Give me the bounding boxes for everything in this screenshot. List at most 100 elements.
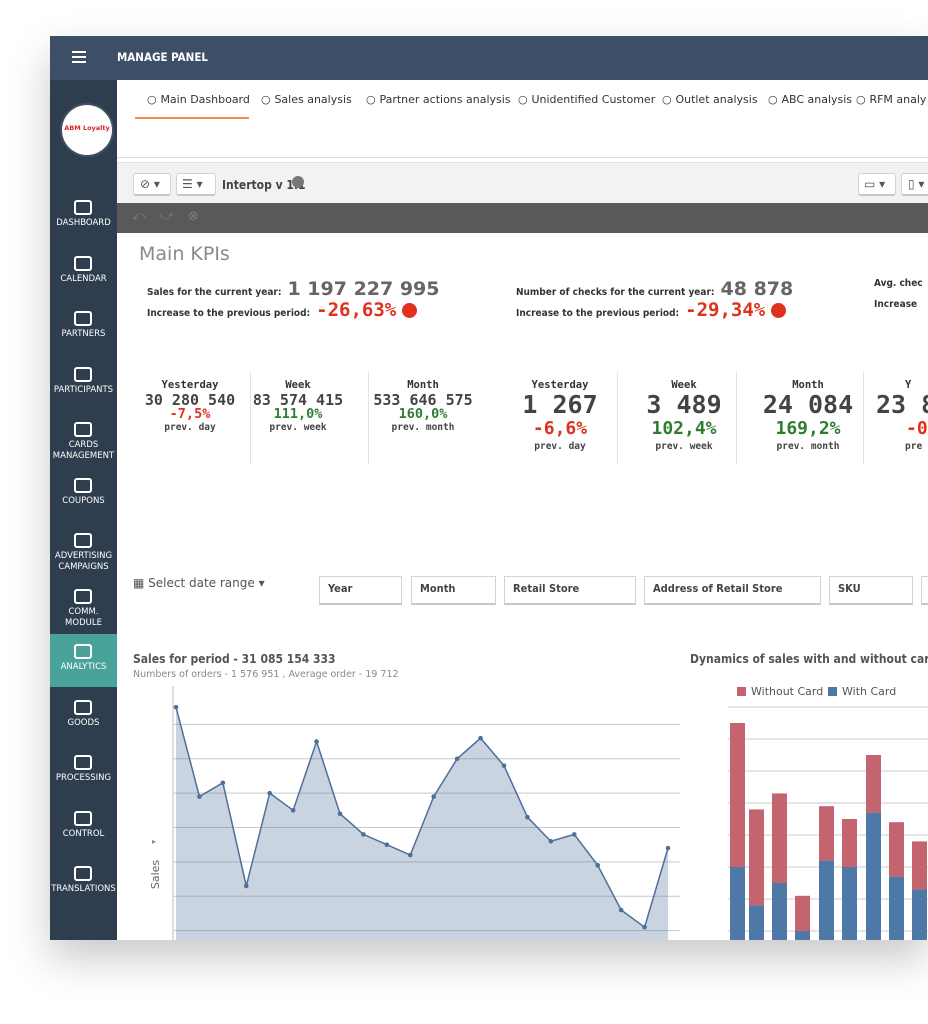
tab[interactable]: ○ Partner actions analysis	[366, 93, 511, 106]
point	[314, 739, 319, 744]
nav-icon: ⊘ ▾	[140, 177, 160, 191]
tab[interactable]: ○ Unidentified Customer	[518, 93, 655, 106]
nav-label[interactable]: CALENDAR	[50, 274, 117, 285]
app-window: MANAGE PANEL ABM Loyalty ⊘ ▾ ☰ ▾ Interto…	[50, 36, 928, 940]
logo-text: ABM Loyalty	[64, 124, 110, 132]
nav-icon	[74, 755, 92, 770]
bar-segment	[730, 723, 745, 867]
point	[174, 705, 179, 710]
nav-icon	[74, 422, 92, 437]
tab-underline	[135, 117, 249, 119]
nav-label[interactable]: DASHBOARD	[50, 218, 117, 229]
date-range-label: Select date range	[148, 576, 255, 590]
bar-segment	[772, 883, 787, 940]
kpi-change: -26,63%	[316, 299, 396, 321]
point	[502, 763, 507, 768]
kpi-title: Main KPIs	[139, 243, 230, 265]
kpi-label: Increase	[874, 299, 917, 310]
nav-label[interactable]: PARTNERS	[50, 329, 117, 340]
app-title: MANAGE PANEL	[117, 50, 208, 64]
period-change: 160,0%	[399, 406, 448, 422]
kpi-change-row: Increase	[874, 299, 917, 310]
menu-button[interactable]	[72, 51, 86, 63]
active-nav-bg	[50, 634, 117, 687]
tab[interactable]: ○ Main Dashboard	[147, 93, 250, 106]
point	[431, 794, 436, 799]
nav-label[interactable]: ANALYTICS	[50, 662, 117, 673]
legend-label: Without Card	[751, 685, 823, 698]
nav-label[interactable]: GOODS	[50, 718, 117, 729]
point	[221, 781, 226, 786]
nav-label[interactable]: TRANSLATIONS	[50, 884, 117, 895]
kpi-separator	[736, 372, 737, 464]
kpi-value: 1 197 227 995	[287, 278, 439, 300]
tab[interactable]: ○ ABC analysis	[768, 93, 852, 106]
point	[572, 832, 577, 837]
period-change: -6,6%	[533, 418, 587, 439]
period-value: 3 489	[646, 390, 721, 419]
kpi-label: Increase to the previous period:	[516, 308, 679, 319]
tab[interactable]: ○ RFM analy	[856, 93, 926, 106]
bar-segment	[842, 819, 857, 867]
filter-label: Retail Store	[513, 582, 579, 595]
nav-icon	[74, 533, 92, 548]
tab[interactable]: ○ Outlet analysis	[662, 93, 758, 106]
nav-label[interactable]: PROCESSING	[50, 773, 117, 784]
bar-segment	[749, 809, 764, 905]
date-range-picker[interactable]: ▦ Select date range ▾	[133, 576, 265, 590]
bar-segment	[866, 755, 881, 813]
period-label: Month	[407, 379, 439, 391]
period-change: 169,2%	[775, 418, 840, 439]
tab-label: Unidentified Customer	[531, 93, 655, 106]
point	[455, 756, 460, 761]
app-info-icon[interactable]	[292, 176, 304, 188]
point	[595, 863, 600, 868]
legend-label: With Card	[842, 685, 896, 698]
chart-subtitle: Numbers of orders - 1 576 951 , Average …	[133, 669, 399, 680]
point	[549, 839, 554, 844]
kpi-separator	[368, 372, 369, 464]
filter-label: SKU	[838, 582, 861, 595]
nav-label[interactable]: CARDS MANAGEMENT	[50, 440, 117, 462]
point	[525, 815, 530, 820]
kpi-label: Increase to the previous period:	[147, 308, 310, 319]
nav-label[interactable]: CONTROL	[50, 829, 117, 840]
point	[666, 846, 671, 851]
filter-box[interactable]	[921, 576, 928, 605]
bar-segment	[889, 822, 904, 876]
cards-chart	[720, 700, 928, 940]
filter-label: Year	[328, 582, 352, 595]
nav-label[interactable]: COMM. MODULE	[50, 607, 117, 629]
legend-swatch	[828, 687, 837, 696]
period-compare: pre	[905, 441, 922, 452]
bar-segment	[772, 793, 787, 883]
tab-label: RFM analy	[869, 93, 926, 106]
tab[interactable]: ○ Sales analysis	[261, 93, 352, 106]
bar-segment	[730, 867, 745, 940]
point	[244, 884, 249, 889]
point	[267, 791, 272, 796]
app-canvas: MANAGE PANEL ABM Loyalty ⊘ ▾ ☰ ▾ Interto…	[50, 36, 928, 940]
kpi-label: Sales for the current year:	[147, 287, 281, 298]
legend-swatch	[737, 687, 746, 696]
point	[642, 925, 647, 930]
tab-label: Outlet analysis	[675, 93, 757, 106]
bar-segment	[795, 896, 810, 931]
nav-icon	[74, 200, 92, 215]
period-change: -0	[906, 418, 928, 439]
nav-label[interactable]: PARTICIPANTS	[50, 385, 117, 396]
kpi-separator	[250, 372, 251, 464]
nav-label[interactable]: COUPONS	[50, 496, 117, 507]
area-fill	[176, 707, 668, 940]
tab-label: Partner actions analysis	[379, 93, 510, 106]
kpi-headline: Sales for the current year: 1 197 227 995	[147, 278, 440, 300]
chart-title: Sales for period - 31 085 154 333	[133, 652, 336, 666]
nav-icon	[74, 478, 92, 493]
kpi-change-row: Increase to the previous period: -26,63%	[147, 299, 417, 321]
nav-label[interactable]: ADVERTISING CAMPAIGNS	[50, 551, 117, 573]
period-value: 1 267	[522, 390, 597, 419]
nav-icon	[74, 866, 92, 881]
period-change: 111,0%	[274, 406, 323, 422]
period-compare: prev. week	[655, 441, 712, 452]
period-value: 23 8	[876, 390, 928, 419]
